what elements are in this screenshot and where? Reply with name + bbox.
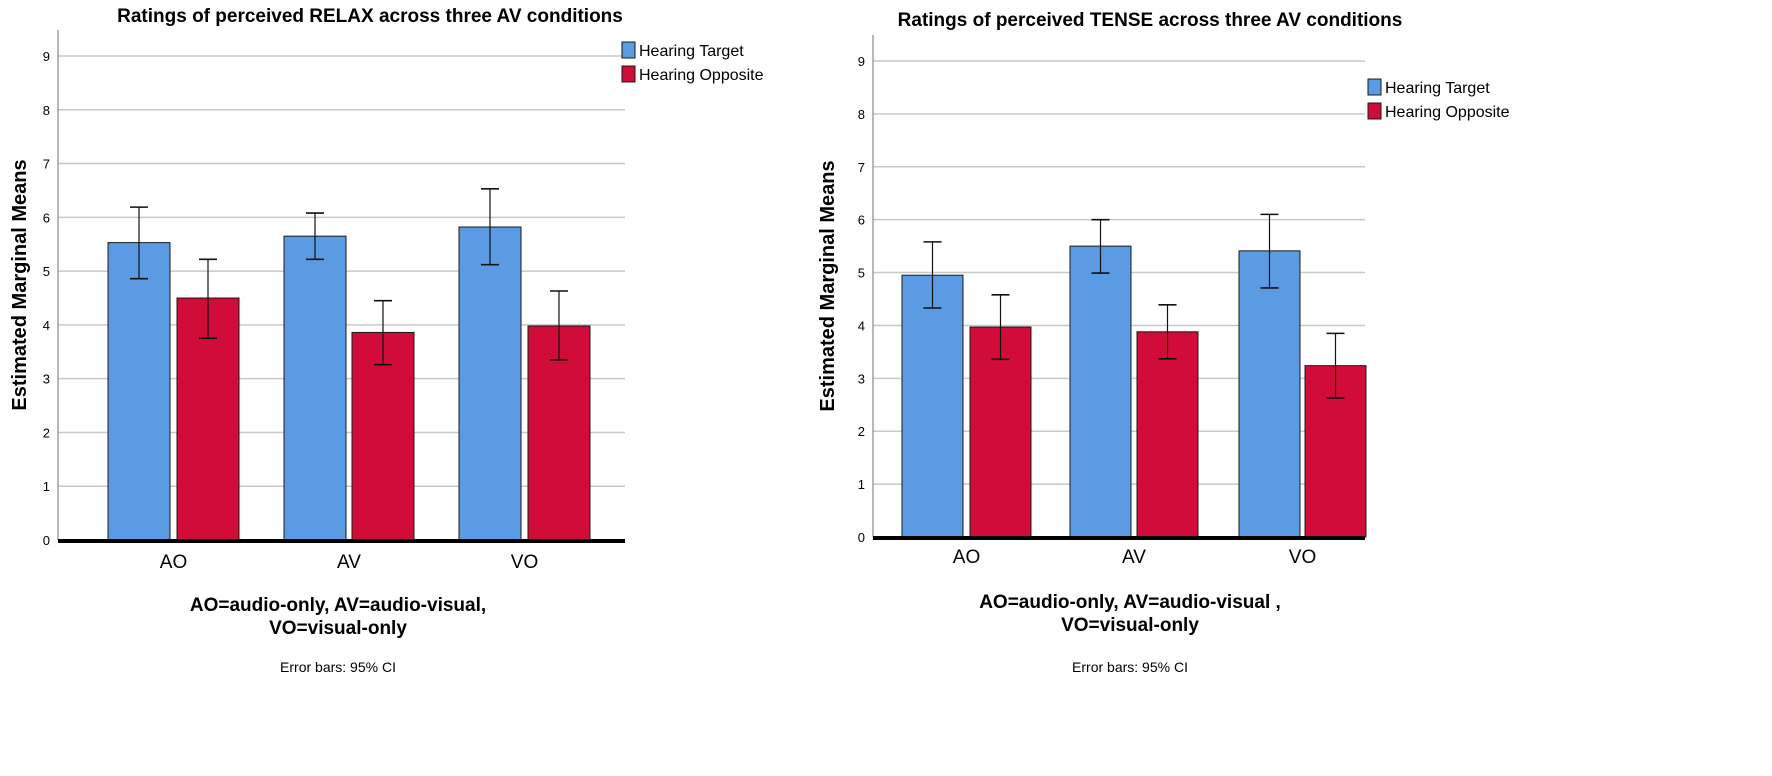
legend-swatch xyxy=(1367,102,1382,120)
x-category-label: AO xyxy=(953,547,980,568)
y-tick-label: 8 xyxy=(858,107,865,122)
x-axis-label: VO=visual-only xyxy=(269,618,407,639)
bar-vo-target xyxy=(458,226,522,541)
y-tick-label: 5 xyxy=(858,266,865,281)
bar-ao-target xyxy=(107,242,171,541)
legend-label: Hearing Target xyxy=(639,43,744,60)
y-tick-label: 6 xyxy=(858,213,865,228)
error-bars-note: Error bars: 95% CI xyxy=(280,659,396,675)
bar-av-opposite xyxy=(1136,331,1199,538)
x-category-label: AO xyxy=(160,552,187,573)
y-tick-label: 2 xyxy=(43,425,50,440)
chart-2: Ratings of perceived TENSE across three … xyxy=(817,10,1510,675)
bar-ao-opposite xyxy=(969,326,1032,538)
y-tick-label: 6 xyxy=(43,210,50,225)
bar-ao-target xyxy=(901,274,964,538)
bar-av-target xyxy=(283,235,347,541)
x-category-label: AV xyxy=(1122,547,1146,568)
y-axis-label: Estimated Marginal Means xyxy=(9,159,31,410)
chart-1: Ratings of perceived RELAX across three … xyxy=(9,6,764,675)
y-tick-label: 9 xyxy=(43,49,50,64)
y-tick-label: 0 xyxy=(43,533,50,548)
bar-vo-target xyxy=(1238,250,1301,538)
legend-swatch xyxy=(621,65,636,83)
x-category-label: VO xyxy=(1289,547,1316,568)
x-category-label: AV xyxy=(337,552,361,573)
bar-av-target xyxy=(1069,245,1132,538)
x-axis-label: AO=audio-only, AV=audio-visual , xyxy=(979,592,1281,613)
y-tick-label: 9 xyxy=(858,54,865,69)
y-tick-label: 3 xyxy=(43,372,50,387)
y-tick-label: 4 xyxy=(43,318,50,333)
y-axis-label: Estimated Marginal Means xyxy=(817,160,839,411)
legend-label: Hearing Opposite xyxy=(1385,104,1510,121)
chart-title: Ratings of perceived TENSE across three … xyxy=(898,10,1403,31)
y-tick-label: 3 xyxy=(858,371,865,386)
legend-swatch xyxy=(1367,78,1382,96)
y-tick-label: 0 xyxy=(858,530,865,545)
x-category-label: VO xyxy=(511,552,538,573)
legend-label: Hearing Opposite xyxy=(639,67,764,84)
y-tick-label: 1 xyxy=(858,477,865,492)
y-tick-label: 7 xyxy=(43,157,50,172)
y-tick-label: 1 xyxy=(43,479,50,494)
chart-title: Ratings of perceived RELAX across three … xyxy=(117,6,623,27)
y-tick-label: 2 xyxy=(858,424,865,439)
legend-swatch xyxy=(621,41,636,59)
y-tick-label: 7 xyxy=(858,160,865,175)
x-axis-label: AO=audio-only, AV=audio-visual, xyxy=(190,595,486,616)
error-bars-note: Error bars: 95% CI xyxy=(1072,659,1188,675)
x-axis-label: VO=visual-only xyxy=(1061,615,1199,636)
y-tick-label: 5 xyxy=(43,264,50,279)
y-tick-label: 4 xyxy=(858,318,865,333)
y-tick-label: 8 xyxy=(43,103,50,118)
legend-label: Hearing Target xyxy=(1385,80,1490,97)
